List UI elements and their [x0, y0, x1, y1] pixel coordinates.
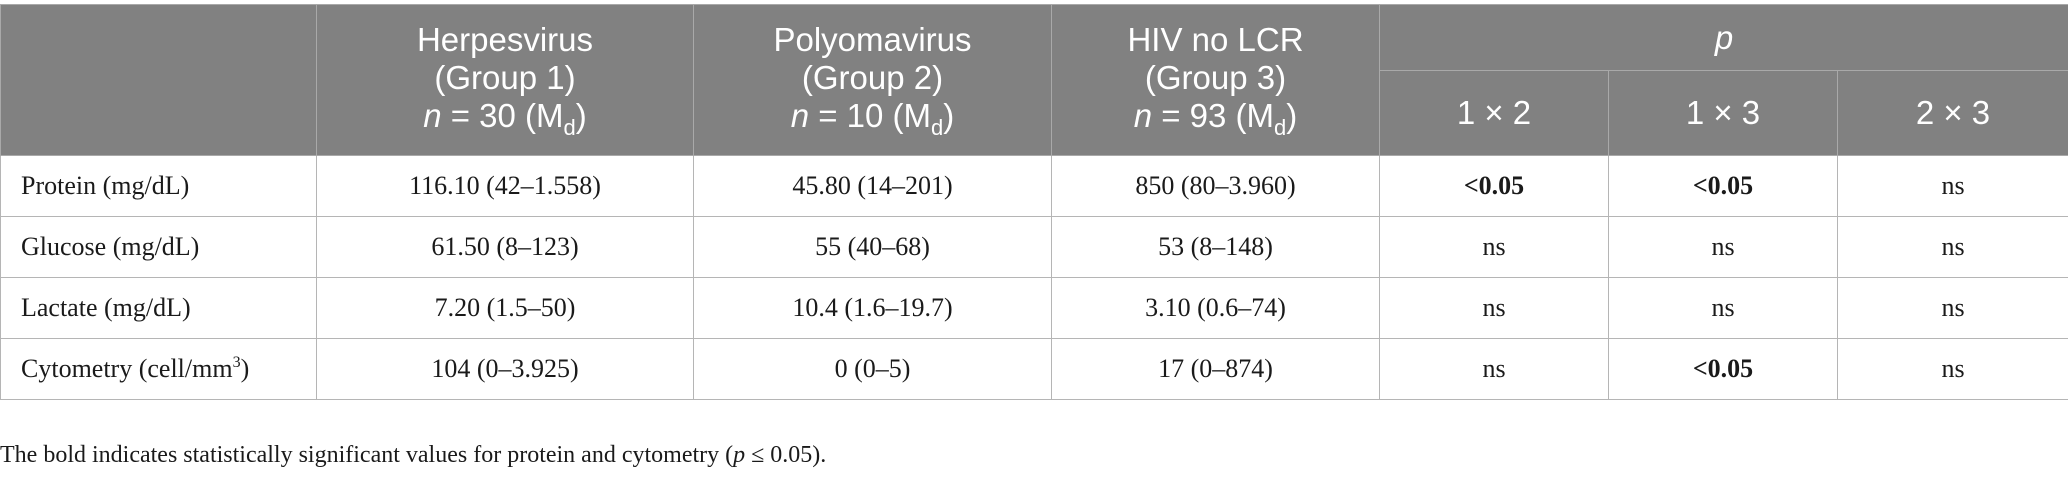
header-group-2: Polyomavirus (Group 2) n = 10 (Md): [693, 4, 1052, 156]
cell-group-3: 17 (0–874): [1051, 338, 1380, 400]
row-label: Protein (mg/dL): [0, 155, 317, 217]
group-1-n-value: = 30 (M: [441, 97, 564, 134]
group-3-close-paren: ): [1286, 97, 1298, 134]
footnote-text: The bold indicates statistically signifi…: [0, 442, 734, 468]
cell-group-2: 55 (40–68): [693, 216, 1052, 278]
cell-p-1x2: <0.05: [1379, 155, 1609, 217]
header-p-value: p: [1379, 4, 2068, 71]
cell-p-1x3: ns: [1608, 216, 1838, 278]
cell-group-2: 10.4 (1.6–19.7): [693, 277, 1052, 339]
group-2-n-value: = 10 (M: [809, 97, 932, 134]
table-row-cytometry: Cytometry (cell/mm3) 104 (0–3.925) 0 (0–…: [0, 338, 2068, 400]
footnote-p-symbol: p: [733, 442, 746, 468]
table-row-protein: Protein (mg/dL) 116.10 (42–1.558) 45.80 …: [0, 155, 2068, 217]
cell-group-2: 0 (0–5): [693, 338, 1052, 400]
header-group-3: HIV no LCR (Group 3) n = 93 (Md): [1051, 4, 1380, 156]
group-2-label: (Group 2): [801, 59, 944, 96]
cell-p-2x3: ns: [1837, 277, 2068, 339]
group-3-n-symbol: n: [1133, 97, 1153, 134]
row-label: Cytometry (cell/mm3): [0, 338, 317, 400]
row-label-text: Cytometry (cell/mm: [21, 354, 233, 383]
table-row-lactate: Lactate (mg/dL) 7.20 (1.5–50) 10.4 (1.6–…: [0, 277, 2068, 339]
cell-group-3: 3.10 (0.6–74): [1051, 277, 1380, 339]
cell-p-1x2: ns: [1379, 338, 1609, 400]
header-compare-1x3: 1 × 3: [1608, 70, 1838, 156]
group-1-label: (Group 1): [434, 59, 576, 96]
cell-group-1: 116.10 (42–1.558): [316, 155, 694, 217]
cell-p-2x3: ns: [1837, 338, 2068, 400]
group-1-median-sub: d: [563, 115, 576, 140]
header-compare-1x2: 1 × 2: [1379, 70, 1609, 156]
footnote-threshold: ≤ 0.05).: [745, 442, 827, 468]
cell-p-2x3: ns: [1837, 216, 2068, 278]
group-2-median-sub: d: [931, 115, 944, 140]
header-row-2: 1 × 2 1 × 3 2 × 3: [1, 70, 2068, 156]
cell-p-1x2: ns: [1379, 277, 1609, 339]
group-3-n-value: = 93 (M: [1152, 97, 1275, 134]
group-2-close-paren: ): [943, 97, 955, 134]
row-label: Lactate (mg/dL): [0, 277, 317, 339]
group-3-median-sub: d: [1274, 115, 1287, 140]
cell-p-1x3: <0.05: [1608, 338, 1838, 400]
cell-group-1: 104 (0–3.925): [316, 338, 694, 400]
group-3-label: (Group 3): [1144, 59, 1287, 96]
header-corner: [0, 4, 317, 156]
cell-group-3: 850 (80–3.960): [1051, 155, 1380, 217]
cell-p-2x3: ns: [1837, 155, 2068, 217]
row-label: Glucose (mg/dL): [0, 216, 317, 278]
results-table: Herpesvirus (Group 1) n = 30 (Md) Polyom…: [0, 4, 2068, 400]
group-2-n-symbol: n: [790, 97, 810, 134]
row-label-close-paren: ): [240, 354, 250, 383]
header-group-1: Herpesvirus (Group 1) n = 30 (Md): [316, 4, 694, 156]
cell-group-2: 45.80 (14–201): [693, 155, 1052, 217]
cell-p-1x3: <0.05: [1608, 155, 1838, 217]
group-1-close-paren: ): [575, 97, 587, 134]
cell-p-1x3: ns: [1608, 277, 1838, 339]
table-footnote: The bold indicates statistically signifi…: [0, 442, 826, 469]
group-1-name: Herpesvirus: [416, 21, 594, 58]
cell-group-1: 7.20 (1.5–50): [316, 277, 694, 339]
header-compare-2x3: 2 × 3: [1837, 70, 2068, 156]
table-row-glucose: Glucose (mg/dL) 61.50 (8–123) 55 (40–68)…: [0, 216, 2068, 278]
cell-p-1x2: ns: [1379, 216, 1609, 278]
row-label-superscript: 3: [232, 354, 241, 371]
group-1-n-symbol: n: [423, 97, 442, 134]
group-2-name: Polyomavirus: [773, 21, 972, 58]
header-row-1: Herpesvirus (Group 1) n = 30 (Md) Polyom…: [0, 4, 2068, 156]
cell-group-3: 53 (8–148): [1051, 216, 1380, 278]
group-3-name: HIV no LCR: [1127, 21, 1304, 58]
cell-group-1: 61.50 (8–123): [316, 216, 694, 278]
table-container: Herpesvirus (Group 1) n = 30 (Md) Polyom…: [0, 4, 2068, 400]
